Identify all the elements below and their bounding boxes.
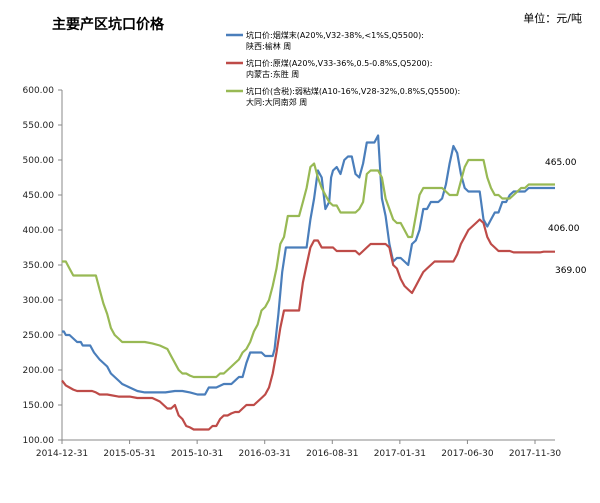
y-tick-label: 350.00 [23, 261, 55, 271]
legend-label-line2: 大同:大同南郊 周 [246, 98, 308, 107]
y-tick-label: 450.00 [23, 191, 55, 201]
x-tick-label: 2017-06-30 [441, 449, 494, 459]
legend-item-yanmei: 坑口价:烟煤末(A20%,V32-38%,<1%S,Q5500): 陕西:榆林 … [246, 30, 424, 52]
x-tick-label: 2017-11-30 [509, 449, 562, 459]
x-tick-label: 2014-12-31 [36, 449, 88, 459]
end-label-yanmei: 406.00 [548, 224, 580, 234]
x-tick-label: 2016-08-31 [306, 449, 358, 459]
series-line-1 [61, 218, 555, 431]
x-tick-label: 2015-05-31 [103, 449, 155, 459]
y-tick-label: 150.00 [23, 401, 55, 411]
unit-label: 单位：元/吨 [523, 12, 582, 25]
chart-title: 主要产区坑口价格 [52, 17, 164, 33]
legend-label-line1: 坑口价:烟煤末(A20%,V32-38%,<1%S,Q5500): [246, 31, 424, 40]
x-tick-label: 2017-01-31 [374, 449, 426, 459]
x-tick-label: 2015-10-31 [171, 449, 223, 459]
series-line-2 [62, 158, 555, 379]
y-tick-label: 100.00 [23, 436, 55, 446]
y-tick-label: 250.00 [23, 331, 55, 341]
x-tick-label: 2016-03-31 [239, 449, 291, 459]
y-tick-label: 400.00 [23, 226, 55, 236]
legend-label-line2: 内蒙古:东胜 周 [246, 70, 300, 79]
y-tick-label: 500.00 [23, 156, 55, 166]
end-label-yuanmei: 369.00 [555, 266, 587, 276]
y-tick-label: 200.00 [23, 366, 55, 376]
y-tick-label: 600.00 [23, 86, 55, 96]
legend-item-ruonianmei: 坑口价(含税):弱粘煤(A10-16%,V28-32%,0.8%S,Q5500)… [246, 86, 460, 108]
legend-item-yuanmei: 坑口价:原煤(A20%,V33-36%,0.5-0.8%S,Q5200): 内蒙… [246, 58, 433, 80]
y-tick-label: 550.00 [23, 121, 55, 131]
end-label-ruonianmei: 465.00 [545, 158, 577, 168]
legend-label-line1: 坑口价(含税):弱粘煤(A10-16%,V28-32%,0.8%S,Q5500)… [246, 87, 461, 96]
series-line-0 [62, 134, 555, 396]
legend-label-line2: 陕西:榆林 周 [246, 42, 292, 51]
y-tick-label: 300.00 [23, 296, 55, 306]
legend-label-line1: 坑口价:原煤(A20%,V33-36%,0.5-0.8%S,Q5200): [246, 59, 433, 68]
